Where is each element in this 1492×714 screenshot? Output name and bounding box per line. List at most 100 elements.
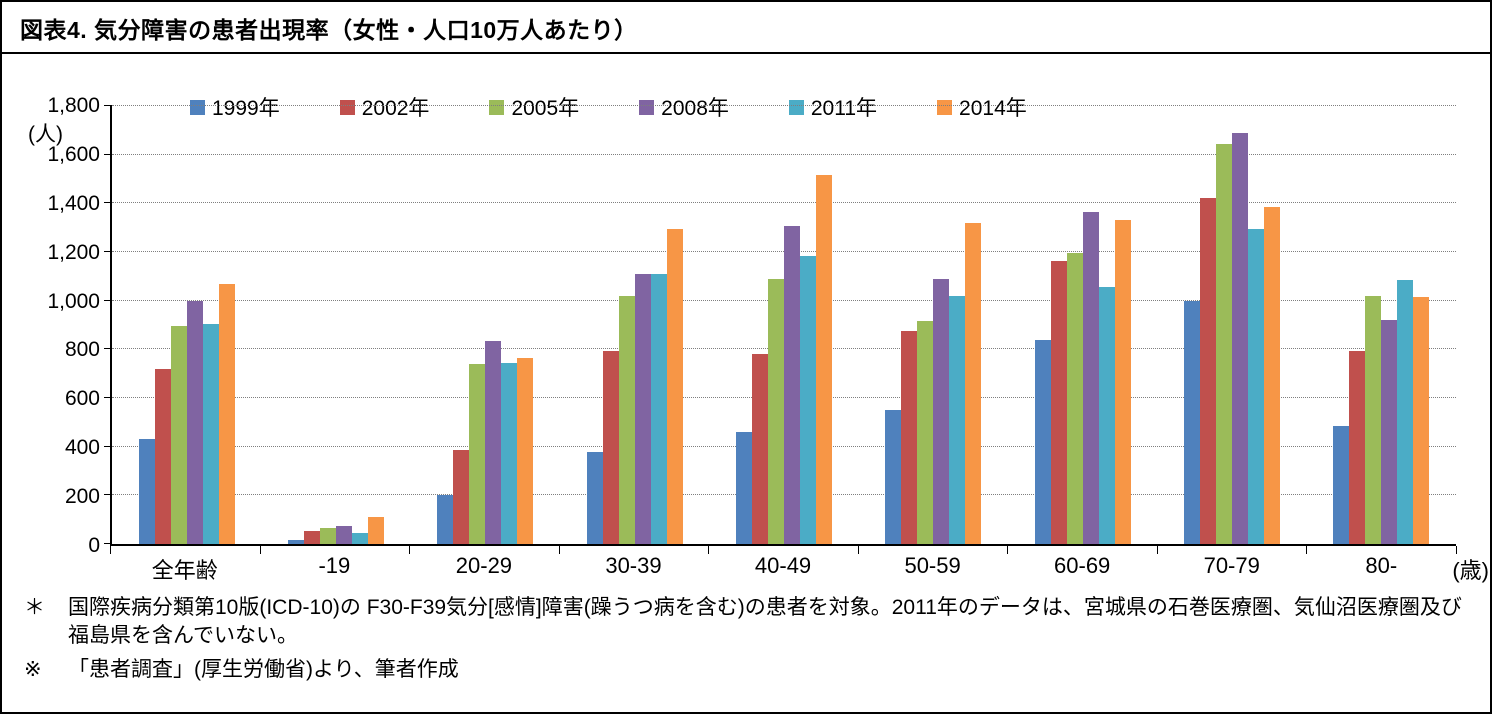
y-tick-label: 400 bbox=[64, 436, 100, 460]
y-axis-labels: 0 200 400 600 800 1,000 1,200 1,400 1,600 1,800 bbox=[22, 94, 110, 557]
bar-1999年-30-39 bbox=[586, 451, 603, 544]
bar-group-全年齢 bbox=[112, 106, 261, 544]
y-tick-label: 1,400 bbox=[47, 191, 100, 215]
bar-2011年-30-39 bbox=[650, 273, 667, 544]
legend-swatch-icon bbox=[639, 99, 655, 115]
bar-2011年-40-49 bbox=[799, 255, 816, 544]
bar-2002年-70-79 bbox=[1199, 198, 1216, 544]
bar-2008年-30-39 bbox=[634, 273, 651, 544]
x-tick-label: 全年齢 bbox=[151, 558, 218, 583]
x-tick-label: 80- bbox=[1365, 553, 1398, 578]
legend-swatch-icon bbox=[190, 99, 205, 115]
x-axis-tick bbox=[558, 546, 560, 554]
bar-group-60-69 bbox=[1008, 106, 1157, 544]
bar-2011年-50-59 bbox=[949, 295, 966, 544]
y-axis-tick bbox=[104, 251, 112, 253]
x-axis-tick bbox=[1456, 546, 1457, 554]
bar-2005年-70-79 bbox=[1215, 143, 1232, 544]
y-tick-label: 1,200 bbox=[47, 240, 100, 264]
footnote-marker: ＊ bbox=[24, 596, 45, 619]
footnote-marker: ※ bbox=[24, 658, 42, 682]
bar-2005年-60-69 bbox=[1066, 253, 1083, 544]
bar-2002年-20-29 bbox=[453, 450, 470, 544]
bar-2002年-50-59 bbox=[901, 331, 918, 544]
legend-item-2014年: 2014年 bbox=[937, 92, 1027, 122]
bar-1999年-全年齢 bbox=[138, 439, 155, 544]
bar-2011年-20-29 bbox=[501, 362, 518, 544]
y-axis-tick bbox=[104, 202, 112, 204]
bar-2014年-60-69 bbox=[1114, 220, 1131, 544]
bar-2008年-全年齢 bbox=[186, 300, 203, 544]
bar-2008年-40-49 bbox=[783, 226, 800, 544]
bar-2002年-全年齢 bbox=[154, 368, 171, 544]
bar-group-40-49 bbox=[709, 106, 858, 544]
y-axis-tick bbox=[104, 299, 112, 301]
legend-item-2002年: 2002年 bbox=[339, 92, 430, 122]
bar-2005年-全年齢 bbox=[170, 326, 187, 544]
bar-group-20-29 bbox=[411, 106, 560, 544]
footnote-text: 国際疾病分類第10版(ICD-10)の F30-F39気分[感情]障害(躁うつ病… bbox=[68, 596, 1462, 647]
bar-2011年-80- bbox=[1397, 279, 1414, 544]
bar-2002年--19 bbox=[303, 530, 320, 544]
chart-body: 0 200 400 600 800 1,000 1,200 1,400 1,600 1,800 1… bbox=[22, 94, 1489, 583]
y-axis-unit-label: (人) bbox=[28, 123, 63, 146]
bar-2008年-70-79 bbox=[1231, 132, 1248, 544]
bar-2005年-40-49 bbox=[767, 278, 784, 544]
x-tick-label: 60-69 bbox=[1054, 553, 1111, 578]
footnote-text: 「患者調査」(厚生労働省)より、筆者作成 bbox=[68, 658, 459, 682]
footnotes: ＊ 国際疾病分類第10版(ICD-10)の F30-F39気分[感情]障害(躁うつ… bbox=[2, 582, 1490, 684]
legend-item-2008年: 2008年 bbox=[639, 92, 729, 122]
bar-2014年-30-39 bbox=[666, 228, 683, 544]
y-tick-label: 0 bbox=[88, 534, 100, 557]
bar-1999年-50-59 bbox=[885, 410, 902, 544]
y-axis-tick bbox=[104, 543, 112, 544]
legend-swatch-icon bbox=[788, 99, 804, 115]
x-axis-labels: (歳) 全年齢 -19 20-29 30-39 40-49 50-59 60-69 70-79… bbox=[110, 546, 1489, 583]
bar-group-30-39 bbox=[560, 106, 709, 544]
x-tick-label: 40-49 bbox=[754, 553, 812, 578]
bar-2005年--19 bbox=[319, 528, 336, 544]
x-axis-tick bbox=[110, 546, 111, 554]
bar-2002年-80- bbox=[1349, 350, 1366, 544]
bar-1999年-20-29 bbox=[437, 495, 454, 544]
legend-label: 1999年 bbox=[212, 97, 280, 120]
x-tick-label: 20-29 bbox=[455, 553, 513, 578]
legend-item-2011年: 2011年 bbox=[788, 92, 877, 122]
bar-1999年--19 bbox=[287, 540, 304, 544]
y-tick-label: 800 bbox=[64, 338, 100, 362]
y-axis-tick bbox=[104, 397, 112, 399]
bar-2005年-30-39 bbox=[618, 295, 635, 544]
x-axis-tick bbox=[259, 546, 261, 554]
legend-label: 2002年 bbox=[361, 97, 430, 120]
footnote: ※ 「患者調査」(厚生労働省)より、筆者作成 bbox=[24, 656, 1470, 684]
bar-group--19 bbox=[261, 106, 410, 544]
y-axis-tick bbox=[104, 105, 112, 106]
x-axis-tick bbox=[708, 546, 710, 554]
bar-2011年-60-69 bbox=[1098, 287, 1115, 544]
y-tick-label: 1,000 bbox=[47, 289, 100, 313]
bar-2014年-80- bbox=[1413, 297, 1430, 544]
bar-2014年-50-59 bbox=[965, 222, 982, 544]
bar-2005年-80- bbox=[1365, 295, 1382, 544]
bar-2011年-70-79 bbox=[1247, 228, 1264, 544]
x-axis-tick bbox=[857, 546, 859, 554]
plot-wrap: 1999年 2002年 2005年 2008年 2011年 2014年 (歳) 全年齢 -1… bbox=[104, 95, 1489, 583]
legend-swatch-icon bbox=[339, 99, 355, 115]
bar-2011年--19 bbox=[351, 533, 368, 544]
bar-2008年-60-69 bbox=[1082, 211, 1099, 544]
x-tick-label: 70-79 bbox=[1203, 553, 1260, 578]
bar-2008年--19 bbox=[335, 525, 352, 544]
bar-2005年-20-29 bbox=[469, 363, 486, 544]
chart-title: 図表4. 気分障害の患者出現率（女性・人口10万人あたり） bbox=[2, 2, 1490, 54]
bar-2002年-30-39 bbox=[602, 350, 619, 544]
x-tick-label: -19 bbox=[318, 553, 351, 578]
legend-label: 2005年 bbox=[511, 97, 580, 120]
gridline bbox=[112, 153, 1456, 155]
legend-swatch-icon bbox=[937, 99, 953, 115]
legend-item-2005年: 2005年 bbox=[489, 92, 579, 122]
bar-2014年--19 bbox=[367, 517, 384, 544]
y-tick-label: 600 bbox=[64, 387, 100, 411]
x-tick-label: 50-59 bbox=[904, 553, 961, 578]
bar-2008年-20-29 bbox=[485, 340, 502, 544]
